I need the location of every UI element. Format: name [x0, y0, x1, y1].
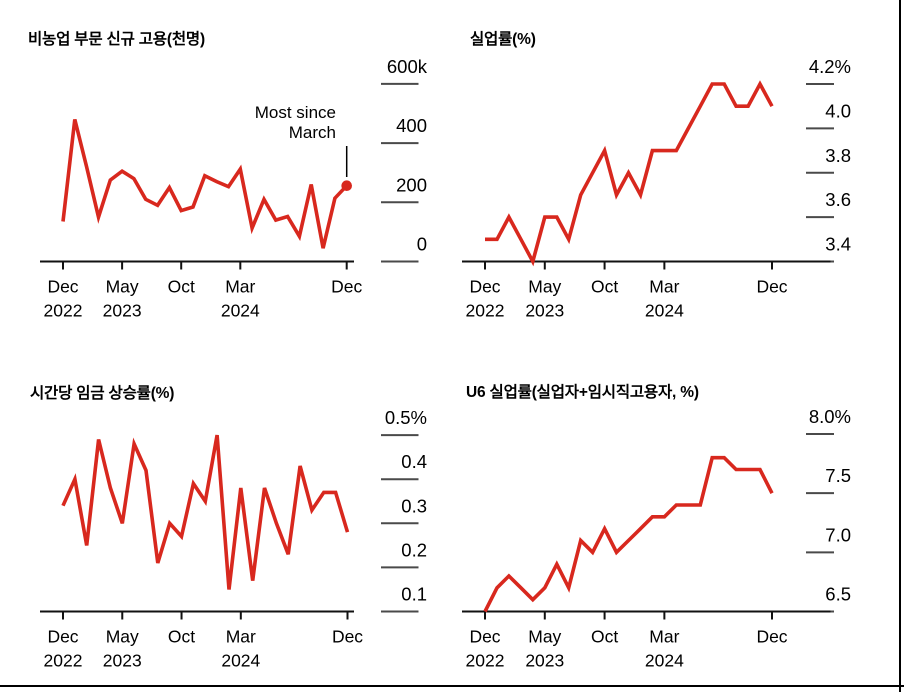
x-axis-label: Mar: [649, 627, 679, 647]
x-axis-label: Dec: [756, 627, 787, 647]
x-axis-year-label: 2022: [44, 651, 83, 671]
x-axis-label: Mar: [226, 627, 256, 647]
x-axis-year-label: 2023: [103, 651, 142, 671]
annotation-line-1: Most since: [254, 103, 336, 122]
x-axis-label: Dec: [469, 277, 500, 297]
y-axis-label: 0.5%: [385, 407, 427, 428]
chart-title-nonfarm-payrolls: 비농업 부문 신규 고용(천명): [28, 31, 205, 48]
x-axis-year-label: 2023: [525, 651, 564, 671]
x-axis-label: Oct: [591, 627, 618, 647]
x-axis-label: May: [528, 277, 561, 297]
x-axis-label: Mar: [225, 277, 255, 297]
nonfarm-payrolls-series-line: [61, 118, 349, 249]
annotation-line-2: March: [288, 123, 336, 142]
x-axis-label: May: [106, 627, 139, 647]
bottom-rule: [0, 685, 904, 687]
y-axis-label: 0.3: [401, 495, 427, 516]
x-axis-label: Oct: [591, 277, 618, 297]
x-axis-year-label: 2024: [645, 301, 684, 321]
y-axis-label: 8.0%: [809, 406, 851, 427]
y-axis-label: 0: [417, 234, 427, 255]
unemployment-rate-series-line: [485, 80, 774, 267]
x-axis-year-label: 2024: [221, 651, 260, 671]
x-axis-label: Dec: [331, 277, 362, 297]
x-axis-label: Dec: [47, 627, 78, 647]
latest-point-dot: [341, 180, 353, 192]
y-axis-label: 3.6: [825, 189, 851, 210]
x-axis-label: Dec: [47, 277, 78, 297]
x-axis-label: May: [528, 627, 561, 647]
x-axis-label: May: [106, 277, 139, 297]
x-axis-label: Dec: [756, 277, 787, 297]
u6-unemployment-rate-series-line: [483, 455, 774, 613]
x-axis-year-label: 2022: [466, 651, 505, 671]
right-rule: [899, 0, 901, 692]
y-axis-label: 6.5: [825, 584, 851, 605]
chart-title-hourly-wage-growth: 시간당 임금 상승률(%): [30, 385, 175, 402]
y-axis-label: 0.2: [401, 539, 427, 560]
y-axis-label: 600k: [387, 56, 428, 77]
y-axis-label: 4.2%: [809, 56, 851, 77]
x-axis-label: Oct: [168, 627, 195, 647]
y-axis-label: 3.4: [825, 234, 851, 255]
y-axis-label: 200: [396, 174, 427, 195]
x-axis-label: Oct: [168, 277, 195, 297]
chart-title-u6-unemployment-rate: U6 실업률(실업자+임시직고용자, %): [466, 384, 699, 401]
x-axis-label: Mar: [649, 277, 679, 297]
annotation-most-since-march: Most since March: [206, 103, 336, 143]
x-axis-year-label: 2024: [221, 301, 260, 321]
x-axis-year-label: 2022: [44, 301, 83, 321]
y-axis-label: 0.1: [401, 584, 427, 605]
hourly-wage-growth-series-line: [61, 434, 350, 590]
x-axis-label: Dec: [332, 627, 363, 647]
x-axis-label: Dec: [469, 627, 500, 647]
y-axis-label: 4.0: [825, 100, 851, 121]
y-axis-label: 7.0: [825, 524, 851, 545]
y-axis-label: 7.5: [825, 465, 851, 486]
x-axis-year-label: 2024: [645, 651, 684, 671]
y-axis-label: 0.4: [401, 451, 427, 472]
y-axis-label: 400: [396, 115, 427, 136]
x-axis-year-label: 2023: [103, 301, 142, 321]
chart-title-unemployment-rate: 실업률(%): [470, 31, 536, 48]
x-axis-year-label: 2023: [525, 301, 564, 321]
x-axis-year-label: 2022: [466, 301, 505, 321]
y-axis-label: 3.8: [825, 145, 851, 166]
